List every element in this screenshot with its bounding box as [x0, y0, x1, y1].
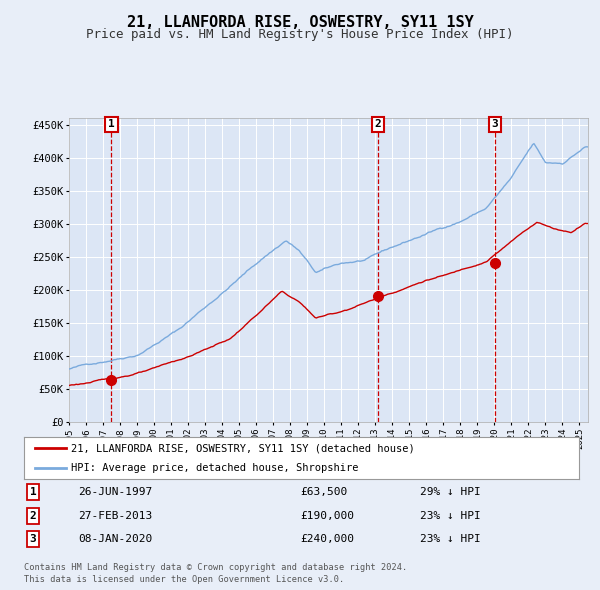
Text: £190,000: £190,000 [300, 511, 354, 520]
Text: Contains HM Land Registry data © Crown copyright and database right 2024.: Contains HM Land Registry data © Crown c… [24, 563, 407, 572]
Text: 1: 1 [29, 487, 37, 497]
Text: 2: 2 [374, 119, 382, 129]
Text: 3: 3 [29, 535, 37, 544]
Text: 29% ↓ HPI: 29% ↓ HPI [420, 487, 481, 497]
Text: 23% ↓ HPI: 23% ↓ HPI [420, 535, 481, 544]
Text: 3: 3 [491, 119, 498, 129]
Text: HPI: Average price, detached house, Shropshire: HPI: Average price, detached house, Shro… [71, 463, 359, 473]
Text: 23% ↓ HPI: 23% ↓ HPI [420, 511, 481, 520]
Text: 26-JUN-1997: 26-JUN-1997 [78, 487, 152, 497]
Text: 21, LLANFORDA RISE, OSWESTRY, SY11 1SY (detached house): 21, LLANFORDA RISE, OSWESTRY, SY11 1SY (… [71, 443, 415, 453]
Text: 08-JAN-2020: 08-JAN-2020 [78, 535, 152, 544]
Text: £240,000: £240,000 [300, 535, 354, 544]
Text: 1: 1 [108, 119, 115, 129]
Text: 27-FEB-2013: 27-FEB-2013 [78, 511, 152, 520]
Text: Price paid vs. HM Land Registry's House Price Index (HPI): Price paid vs. HM Land Registry's House … [86, 28, 514, 41]
Text: £63,500: £63,500 [300, 487, 347, 497]
Text: 2: 2 [29, 511, 37, 520]
Text: This data is licensed under the Open Government Licence v3.0.: This data is licensed under the Open Gov… [24, 575, 344, 584]
Text: 21, LLANFORDA RISE, OSWESTRY, SY11 1SY: 21, LLANFORDA RISE, OSWESTRY, SY11 1SY [127, 15, 473, 30]
